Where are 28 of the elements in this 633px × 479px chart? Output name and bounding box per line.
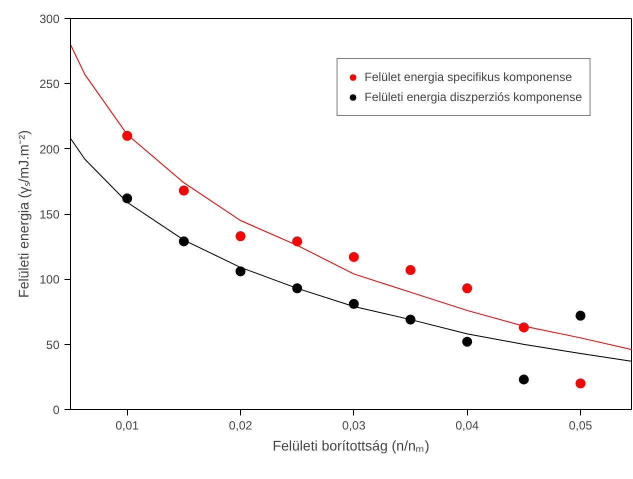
x-tick-label: 0,05 (568, 418, 593, 432)
point (236, 231, 246, 242)
point (236, 266, 246, 276)
x-tick-label: 0,01 (115, 418, 140, 432)
x-axis-title: Felületi borítottság (n/nₘ) (272, 438, 430, 454)
point (462, 283, 472, 294)
x-tick-label: 0,04 (455, 418, 480, 432)
y-tick-label: 100 (39, 272, 60, 287)
line-series (70, 44, 632, 350)
point (462, 336, 472, 347)
point (576, 378, 586, 388)
y-axis-title: Felületi energia (γₛ/mJ.m⁻²) (15, 130, 32, 298)
point (406, 265, 416, 276)
y-tick-label: 0 (52, 403, 60, 417)
point (348, 252, 359, 262)
legend-label: Felület energia specifikus komponense (364, 70, 572, 84)
y-tick-label: 300 (39, 12, 60, 26)
x-tick-label: 0,02 (228, 418, 253, 432)
point (576, 310, 586, 321)
y-tick-label: 50 (46, 338, 60, 352)
y-tick-label: 200 (39, 142, 60, 156)
legend-label: Felületi energia diszperziós komponense (364, 90, 582, 104)
point (518, 374, 529, 385)
y-tick-label: 250 (39, 77, 60, 92)
point (178, 186, 189, 196)
point (292, 236, 302, 246)
y-tick-label: 150 (39, 208, 60, 222)
x-tick-label: 0,03 (342, 418, 366, 432)
